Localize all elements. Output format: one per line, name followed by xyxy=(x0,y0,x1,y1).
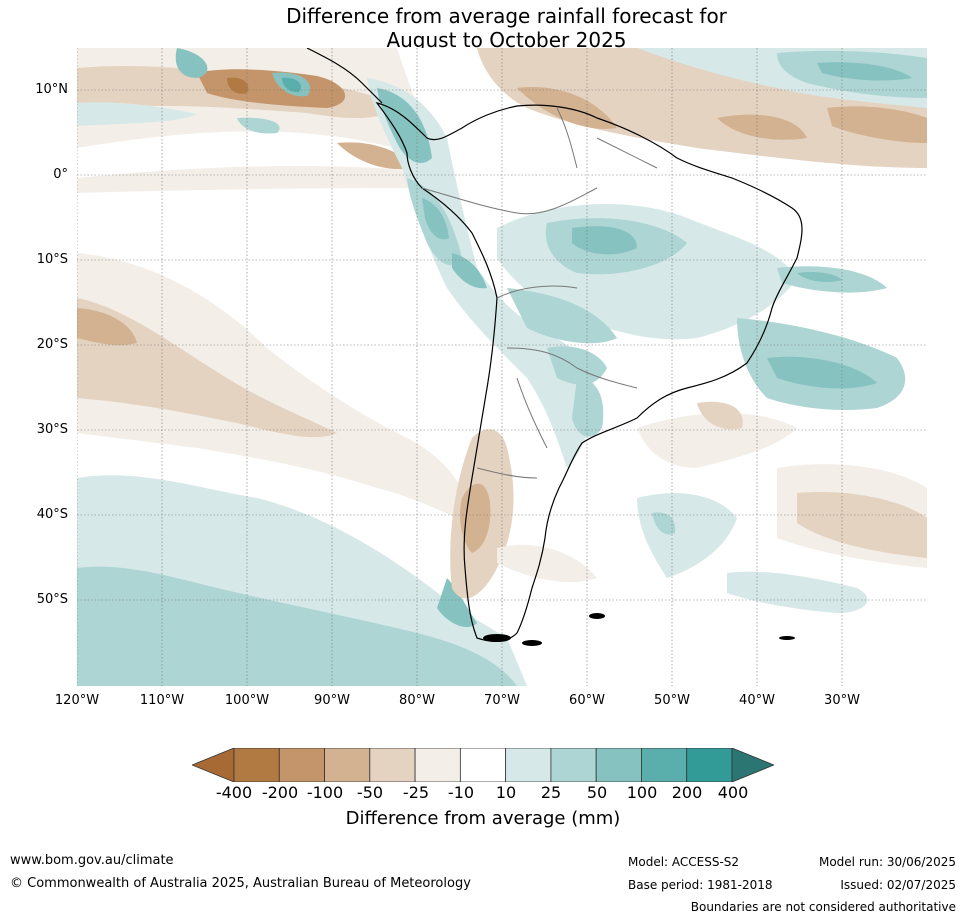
colorbar xyxy=(192,748,774,782)
lon-tick-120w: 120°W xyxy=(54,693,100,708)
rainfall-anomaly-map xyxy=(77,48,927,686)
disclaimer-text: Boundaries are not considered authoritat… xyxy=(690,900,956,914)
lat-tick-50s: 50°S xyxy=(36,592,68,607)
lat-tick-20s: 20°S xyxy=(36,337,68,352)
lat-tick-40s: 40°S xyxy=(36,507,68,522)
lat-tick-10n: 10°N xyxy=(35,82,68,97)
southeast-pacific-dry-anomaly xyxy=(77,253,477,528)
base-period-text: Base period: 1981-2018 xyxy=(628,878,773,892)
colorbar-tick-label: 25 xyxy=(540,783,562,802)
southeast-brazil-atlantic-wet-anomaly xyxy=(737,266,906,410)
lon-tick-100w: 100°W xyxy=(224,693,270,708)
issued-text: Issued: 02/07/2025 xyxy=(840,878,956,892)
lon-tick-90w: 90°W xyxy=(314,693,350,708)
south-pacific-wet-anomaly xyxy=(77,475,527,686)
colorbar-tick-label: -50 xyxy=(356,783,384,802)
colorbar-cell xyxy=(686,748,733,782)
map-title: Difference from average rainfall forecas… xyxy=(0,4,965,52)
colorbar-tick-label: 100 xyxy=(626,783,658,802)
lat-tick-30s: 30°S xyxy=(36,422,68,437)
north-tropical-pacific-anomaly xyxy=(77,48,437,170)
lon-tick-50w: 50°W xyxy=(654,693,690,708)
lon-tick-40w: 40°W xyxy=(739,693,775,708)
colorbar-cell xyxy=(641,748,688,782)
colorbar-cell xyxy=(414,748,461,782)
colorbar-cell xyxy=(324,748,371,782)
lat-tick-0: 0° xyxy=(53,167,68,182)
colorbar-tick-label: -400 xyxy=(215,783,253,802)
colorbar-tick-label: 10 xyxy=(495,783,517,802)
title-line-1: Difference from average rainfall forecas… xyxy=(286,4,727,28)
southern-islands xyxy=(483,613,795,646)
colorbar-tick-label: -100 xyxy=(306,783,344,802)
lon-tick-70w: 70°W xyxy=(484,693,520,708)
south-america-coastline xyxy=(375,102,803,642)
lon-tick-60w: 60°W xyxy=(569,693,605,708)
colorbar-cell xyxy=(459,748,507,782)
colorbar-tick-label: 200 xyxy=(671,783,703,802)
colorbar-tick-label: -200 xyxy=(261,783,299,802)
colorbar-extend-high xyxy=(731,748,774,782)
colorbar-cell xyxy=(595,748,642,782)
model-run-text: Model run: 30/06/2025 xyxy=(818,855,956,869)
colorbar-tick-label: -10 xyxy=(447,783,475,802)
colorbar-cell xyxy=(278,748,325,782)
colorbar-tick-label: 50 xyxy=(586,783,608,802)
lon-tick-110w: 110°W xyxy=(139,693,185,708)
country-borders xyxy=(421,107,658,479)
central-america-coastline xyxy=(306,48,383,104)
colorbar-extend-low xyxy=(192,748,235,782)
lon-tick-80w: 80°W xyxy=(399,693,435,708)
website-link[interactable]: www.bom.gov.au/climate xyxy=(10,853,174,868)
colorbar-tick-label: 400 xyxy=(717,783,749,802)
north-atlantic-anomaly xyxy=(77,48,927,193)
colorbar-cell xyxy=(233,748,280,782)
colorbar-title: Difference from average (mm) xyxy=(345,808,621,829)
colorbar-cell xyxy=(550,748,597,782)
lat-tick-10s: 10°S xyxy=(36,252,68,267)
colorbar-cell xyxy=(505,748,552,782)
andes-amazon-wet-anomaly xyxy=(367,78,597,468)
colorbar-cell xyxy=(369,748,416,782)
lon-tick-30w: 30°W xyxy=(824,693,860,708)
graticule xyxy=(77,48,927,686)
copyright-text: © Commonwealth of Australia 2025, Austra… xyxy=(10,876,471,891)
colorbar-tick-label: -25 xyxy=(402,783,430,802)
south-atlantic-wet-anomaly xyxy=(637,493,868,613)
model-text: Model: ACCESS-S2 xyxy=(628,855,740,869)
